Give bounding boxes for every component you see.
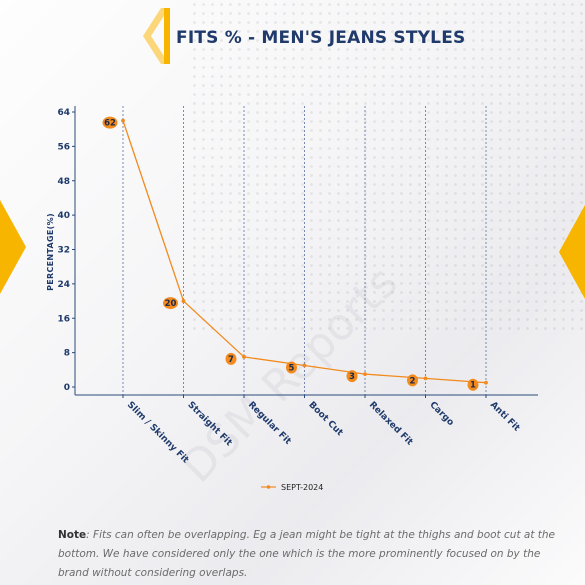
data-point xyxy=(302,363,307,368)
x-tick-label: Boot Cut xyxy=(306,400,345,439)
title-accent-bar xyxy=(164,8,170,64)
left-arrow-decoration-icon xyxy=(0,200,26,294)
data-label-group: 62 xyxy=(102,116,118,129)
x-tick-label: Cargo xyxy=(427,400,455,428)
data-label-bubble xyxy=(346,370,358,383)
data-label: 7 xyxy=(228,355,234,365)
title-block: FITS % - MEN'S JEANS STYLES xyxy=(143,8,465,64)
data-label-group: 5 xyxy=(286,361,297,374)
data-label-bubble xyxy=(163,297,178,310)
footnote-lead: Note xyxy=(58,529,87,541)
footnote-text: : Fits can often be overlapping. Eg a je… xyxy=(58,529,556,579)
data-point xyxy=(242,355,246,359)
data-label-group: 2 xyxy=(407,374,418,387)
y-axis-label: PERCENTAGE(%) xyxy=(46,213,55,291)
title-chevron-icon xyxy=(143,8,169,64)
x-tick-label: Relaxed Fit xyxy=(367,400,415,448)
data-point xyxy=(423,376,428,381)
data-label: 3 xyxy=(349,372,355,382)
data-label-group: 3 xyxy=(346,370,358,383)
data-point xyxy=(121,118,125,123)
y-tick-label: 48 xyxy=(57,177,70,187)
legend-label: SEPT-2024 xyxy=(281,483,323,492)
data-label-bubble xyxy=(286,361,297,374)
data-label-bubble xyxy=(407,374,418,387)
grid-lines xyxy=(122,106,487,395)
x-tick-label: Slim / Skinny Fit xyxy=(125,400,191,466)
page-title: FITS % - MEN'S JEANS STYLES xyxy=(176,28,466,48)
data-point xyxy=(363,372,367,377)
y-tick-label: 32 xyxy=(57,246,70,256)
x-tick-label: Anti Fit xyxy=(488,400,522,434)
data-label-bubble xyxy=(102,116,118,129)
dot-pattern xyxy=(190,0,585,330)
data-label: 62 xyxy=(104,119,116,129)
data-label: 20 xyxy=(165,299,177,309)
data-label-group: 1 xyxy=(467,378,479,391)
right-arrow-decoration-icon xyxy=(559,205,585,299)
y-tick-label: 8 xyxy=(64,349,70,359)
y-tick-label: 0 xyxy=(64,383,70,393)
y-tick-label: 16 xyxy=(57,314,70,324)
data-label: 1 xyxy=(470,381,476,391)
y-tick-label: 40 xyxy=(57,211,70,221)
y-tick-label: 24 xyxy=(57,280,70,290)
y-axis-ticks: 0 8 16 24 32 40 48 56 64 xyxy=(57,108,75,393)
footnote: Note: Fits can often be overlapping. Eg … xyxy=(58,526,558,583)
data-label: 5 xyxy=(289,364,295,374)
y-tick-label: 56 xyxy=(57,142,70,152)
data-labels: 62 20 7 5 3 2 1 xyxy=(102,116,479,391)
axes xyxy=(74,106,538,396)
data-label-group: 7 xyxy=(225,352,237,365)
legend-marker xyxy=(266,485,271,489)
series-sept-2024 xyxy=(121,118,488,385)
data-label-bubble xyxy=(225,352,237,365)
data-point xyxy=(181,299,186,303)
data-label-group: 20 xyxy=(163,297,178,310)
y-tick-label: 64 xyxy=(57,108,70,118)
data-label: 2 xyxy=(410,376,416,386)
data-point xyxy=(484,380,488,385)
data-label-bubble xyxy=(467,378,479,391)
legend: SEPT-2024 xyxy=(261,483,323,492)
